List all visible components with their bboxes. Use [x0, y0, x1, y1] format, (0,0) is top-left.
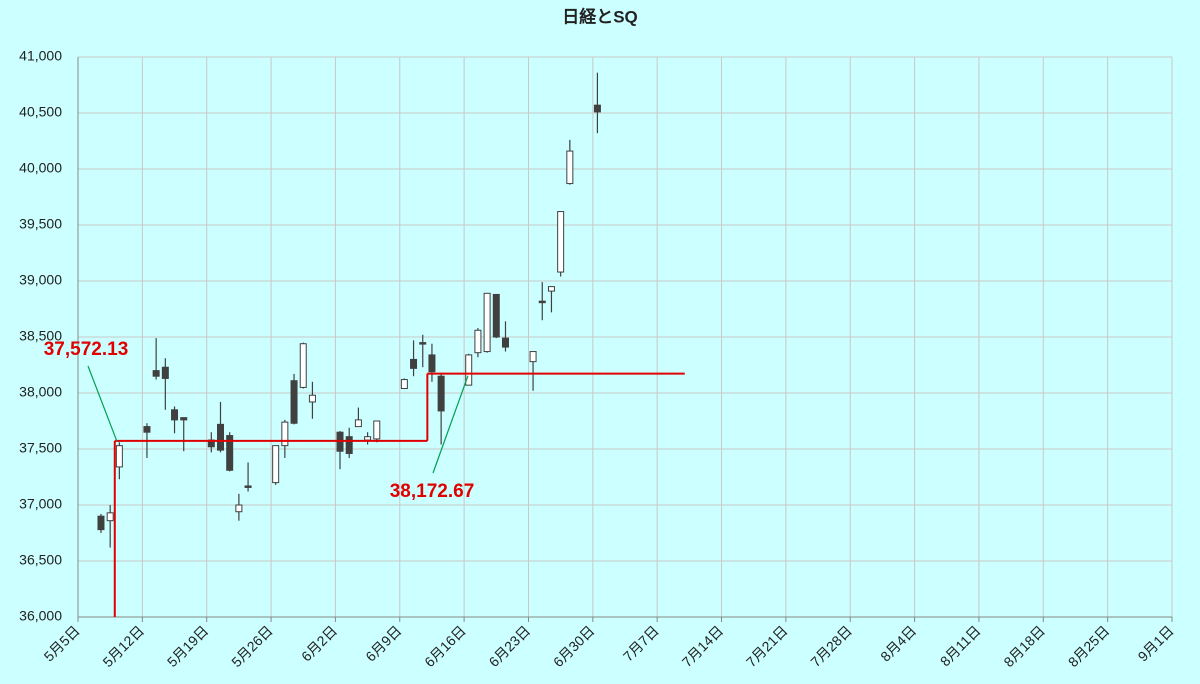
candle-body: [410, 358, 418, 369]
y-tick-label: 41,000: [19, 48, 62, 64]
sq-label: 38,172.67: [390, 481, 475, 502]
candle-body: [226, 435, 234, 471]
y-tick-label: 36,500: [19, 552, 62, 568]
candle-body: [235, 504, 243, 513]
candle-body: [354, 419, 362, 428]
candle-body: [557, 211, 565, 273]
candle-body: [143, 426, 151, 433]
y-tick-label: 38,000: [19, 384, 62, 400]
candle-body: [345, 436, 353, 454]
y-tick-label: 37,000: [19, 496, 62, 512]
candle-body: [529, 351, 537, 363]
candle-body: [244, 485, 252, 488]
candle-body: [299, 343, 307, 388]
candle-body: [593, 104, 601, 113]
candle-body: [428, 354, 436, 373]
candle-body: [171, 409, 179, 421]
y-tick-label: 39,500: [19, 216, 62, 232]
candle-body: [419, 342, 427, 345]
sq-label: 37,572.13: [44, 339, 129, 360]
candle-body: [308, 394, 316, 403]
y-tick-label: 36,000: [19, 608, 62, 624]
candle-body: [465, 354, 473, 386]
candle-body: [566, 150, 574, 185]
candle-body: [483, 292, 491, 353]
candle-body: [373, 420, 381, 440]
y-tick-label: 37,500: [19, 440, 62, 456]
candle-body: [106, 512, 114, 522]
annotation-leader: [432, 375, 469, 474]
candle-body: [281, 421, 289, 447]
candle-body: [161, 366, 169, 379]
candle-body: [180, 417, 188, 421]
candle-body: [290, 380, 298, 424]
candle-body: [216, 423, 224, 451]
y-tick-label: 39,000: [19, 272, 62, 288]
candle-body: [501, 337, 509, 348]
candle-body: [547, 286, 555, 292]
y-tick-label: 38,500: [19, 328, 62, 344]
candle-body: [400, 379, 408, 390]
candle-body: [364, 436, 372, 441]
candle-body: [474, 329, 482, 354]
candle-body: [152, 370, 160, 377]
candle-body: [492, 293, 500, 338]
y-tick-label: 40,000: [19, 160, 62, 176]
candle-body: [437, 375, 445, 412]
chart-title: 日経とSQ: [562, 6, 638, 26]
candle-body: [97, 515, 105, 531]
candle-body: [272, 445, 280, 484]
y-tick-label: 40,500: [19, 104, 62, 120]
candle-body: [538, 300, 546, 304]
annotation-leader: [87, 365, 118, 442]
candle-body: [115, 445, 123, 468]
